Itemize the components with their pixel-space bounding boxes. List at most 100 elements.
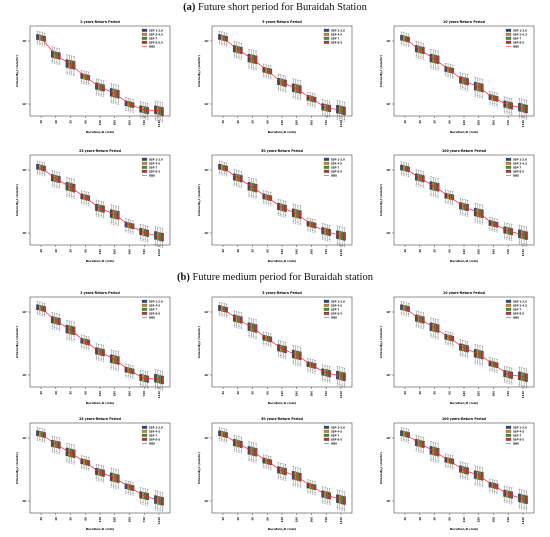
obs-marker: +	[477, 85, 480, 89]
outlier-point	[481, 223, 483, 225]
outlier-point	[267, 345, 270, 347]
box	[116, 211, 120, 220]
chart-title: 5 years-Return Period	[262, 20, 302, 24]
y-axis-label: Intensity,I (mm/hr)	[197, 451, 201, 483]
x-tick-label: 60	[83, 249, 87, 253]
y-tick-label: 10¹	[22, 231, 27, 235]
outlier-point	[445, 202, 447, 204]
obs-marker: +	[281, 80, 284, 84]
legend-label: SSP 4-5	[149, 303, 160, 307]
outlier-point	[494, 230, 496, 232]
outlier-point	[518, 243, 520, 245]
outlier-point	[88, 204, 90, 207]
x-tick-label: 360	[309, 249, 313, 255]
outlier-point	[326, 116, 328, 118]
box	[254, 55, 258, 64]
outlier-point	[277, 214, 280, 216]
outlier-point	[253, 337, 255, 339]
outlier-point	[88, 469, 90, 471]
outlier-point	[98, 359, 100, 361]
box	[139, 491, 142, 499]
outlier-point	[521, 244, 523, 246]
outlier-point	[506, 502, 508, 504]
outlier-point	[68, 73, 70, 75]
box	[400, 304, 403, 310]
x-tick-label: 360	[309, 391, 313, 397]
outlier-point	[476, 222, 479, 224]
outlier-point	[341, 509, 343, 511]
box	[407, 432, 410, 438]
outlier-point	[430, 336, 432, 338]
outlier-point	[422, 328, 424, 330]
outlier-point	[299, 224, 301, 226]
outlier-point	[521, 386, 523, 388]
outlier-point	[159, 246, 161, 248]
x-axis-label: Duration,D (min)	[450, 527, 479, 531]
obs-marker: +	[266, 459, 269, 463]
obs-marker: +	[433, 326, 436, 330]
legend-swatch	[505, 303, 512, 307]
outlier-point	[324, 502, 326, 504]
x-tick-label: 20	[54, 391, 58, 395]
obs-marker: +	[419, 176, 422, 180]
box	[161, 233, 164, 242]
legend-label: SSP 4-5	[331, 303, 342, 307]
outlier-point	[299, 99, 301, 101]
x-tick-label: 360	[127, 517, 131, 523]
obs-marker: +	[84, 75, 87, 79]
outlier-point	[326, 240, 328, 242]
y-axis-label: Intensity,I (mm/hr)	[15, 183, 19, 215]
legend-swatch	[141, 32, 148, 36]
outlier-point	[157, 245, 159, 247]
box	[146, 107, 150, 115]
outlier-point	[518, 507, 520, 509]
outlier-point	[267, 204, 270, 206]
box	[225, 165, 228, 172]
legend-swatch	[505, 165, 512, 169]
x-tick-label: 180	[113, 120, 117, 126]
outlier-point	[322, 380, 324, 382]
outlier-point	[265, 77, 267, 79]
outlier-point	[292, 363, 294, 365]
x-axis-label: Duration,D (min)	[86, 130, 115, 134]
box	[525, 373, 528, 382]
outlier-point	[240, 58, 242, 60]
outlier-point	[95, 359, 98, 361]
legend-label: OBS	[149, 173, 155, 177]
outlier-point	[508, 502, 510, 504]
outlier-point	[511, 114, 513, 116]
y-tick-label: 10¹	[386, 373, 391, 377]
x-tick-label: 360	[127, 391, 131, 397]
obs-marker: +	[281, 469, 284, 473]
box	[313, 363, 317, 369]
x-tick-label: 30	[69, 517, 73, 521]
x-tick-label: 10	[403, 391, 407, 395]
x-tick-label: 10	[39, 391, 43, 395]
obs-marker: +	[40, 306, 43, 310]
legend-swatch	[323, 28, 330, 32]
outlier-point	[140, 239, 142, 241]
obs-line	[404, 38, 524, 109]
obs-marker: +	[128, 102, 131, 106]
obs-marker: +	[295, 87, 298, 91]
x-tick-label: 360	[491, 391, 495, 397]
outlier-point	[221, 44, 223, 46]
outlier-point	[430, 67, 432, 69]
box	[429, 53, 433, 63]
box	[503, 226, 506, 234]
x-tick-label: 120	[462, 517, 466, 523]
x-tick-label: 30	[433, 517, 437, 521]
outlier-point	[221, 315, 223, 317]
box	[161, 107, 164, 116]
outlier-point	[474, 221, 476, 223]
outlier-point	[255, 338, 257, 340]
outlier-point	[147, 241, 149, 243]
outlier-point	[58, 453, 60, 455]
outlier-point	[343, 120, 346, 122]
box	[161, 497, 164, 506]
x-tick-label: 10	[39, 120, 43, 124]
outlier-point	[459, 477, 462, 479]
obs-marker: +	[404, 432, 407, 436]
box	[36, 304, 39, 310]
box	[436, 183, 440, 192]
